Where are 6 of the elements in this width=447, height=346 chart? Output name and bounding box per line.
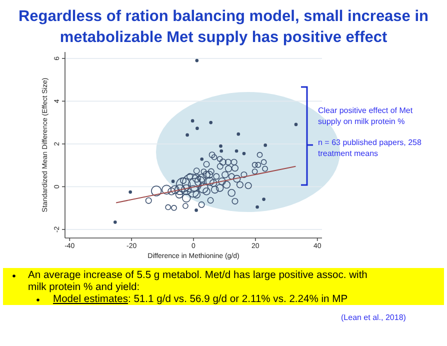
text: (Lean et al., 2018) <box>341 313 406 322</box>
annotation: n = 63 published papers, 258 treatment means <box>318 137 422 159</box>
text: An average increase of 5.5 g metabol. Met/d has large positive assoc. with milk protein % and yield: <box>28 270 368 294</box>
chart-title: Regardless of ration balancing model, small increase in metabolizable Met supply has positive effect <box>17 7 430 48</box>
annotation: Clear positive effect of Met supply on milk protein % <box>318 105 414 127</box>
text: Model estimates: 51.1 g/d vs. 56.9 g/d or 2.11% vs. 2.24% in MP <box>53 294 348 306</box>
